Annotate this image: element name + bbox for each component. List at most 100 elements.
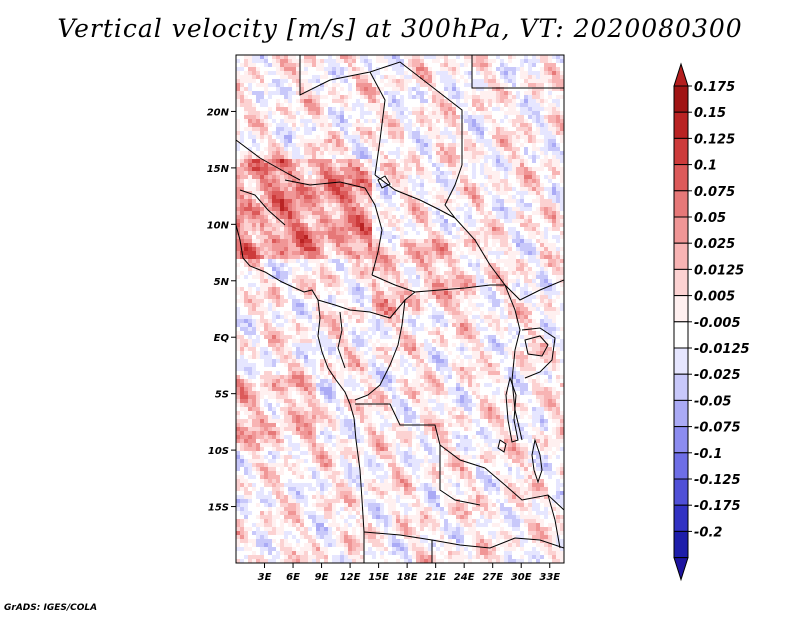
field-cell bbox=[520, 151, 524, 155]
field-cell bbox=[412, 219, 416, 223]
field-cell bbox=[324, 295, 328, 299]
field-cell bbox=[440, 191, 444, 195]
field-cell bbox=[384, 71, 388, 75]
field-cell bbox=[420, 155, 424, 159]
field-cell bbox=[376, 59, 380, 63]
field-cell bbox=[268, 255, 272, 259]
field-cell bbox=[296, 171, 300, 175]
field-cell bbox=[236, 187, 240, 191]
field-cell bbox=[276, 199, 280, 203]
field-cell bbox=[304, 67, 308, 71]
field-cell bbox=[420, 191, 424, 195]
field-cell bbox=[512, 119, 516, 123]
field-cell bbox=[252, 195, 256, 199]
field-cell bbox=[552, 247, 556, 251]
field-cell bbox=[248, 207, 252, 211]
field-cell bbox=[432, 139, 436, 143]
field-cell bbox=[508, 155, 512, 159]
field-cell bbox=[288, 119, 292, 123]
field-cell bbox=[436, 131, 440, 135]
field-cell bbox=[472, 187, 476, 191]
field-cell bbox=[292, 231, 296, 235]
field-cell bbox=[512, 291, 516, 295]
field-cell bbox=[248, 235, 252, 239]
field-cell bbox=[520, 179, 524, 183]
field-cell bbox=[268, 251, 272, 255]
field-cell bbox=[272, 263, 276, 267]
field-cell bbox=[432, 175, 436, 179]
field-cell bbox=[512, 127, 516, 131]
field-cell bbox=[356, 71, 360, 75]
field-cell bbox=[268, 75, 272, 79]
field-cell bbox=[260, 291, 264, 295]
field-cell bbox=[312, 283, 316, 287]
field-cell bbox=[360, 259, 364, 263]
field-cell bbox=[276, 75, 280, 79]
field-cell bbox=[548, 127, 552, 131]
field-cell bbox=[444, 79, 448, 83]
field-cell bbox=[488, 147, 492, 151]
field-cell bbox=[260, 103, 264, 107]
field-cell bbox=[544, 127, 548, 131]
field-cell bbox=[536, 203, 540, 207]
field-cell bbox=[464, 159, 468, 163]
field-cell bbox=[440, 131, 444, 135]
field-cell bbox=[544, 207, 548, 211]
field-cell bbox=[420, 195, 424, 199]
field-cell bbox=[372, 75, 376, 79]
field-cell bbox=[476, 195, 480, 199]
field-cell bbox=[244, 99, 248, 103]
field-cell bbox=[440, 159, 444, 163]
field-cell bbox=[560, 231, 564, 235]
field-cell bbox=[500, 267, 504, 271]
field-cell bbox=[380, 203, 384, 207]
field-cell bbox=[400, 159, 404, 163]
field-cell bbox=[488, 75, 492, 79]
field-cell bbox=[332, 219, 336, 223]
field-cell bbox=[312, 75, 316, 79]
field-cell bbox=[396, 259, 400, 263]
field-cell bbox=[472, 91, 476, 95]
field-cell bbox=[292, 135, 296, 139]
field-cell bbox=[492, 263, 496, 267]
field-cell bbox=[488, 151, 492, 155]
field-cell bbox=[552, 235, 556, 239]
field-cell bbox=[516, 207, 520, 211]
field-cell bbox=[320, 111, 324, 115]
field-cell bbox=[544, 267, 548, 271]
field-cell bbox=[360, 127, 364, 131]
field-cell bbox=[400, 135, 404, 139]
field-cell bbox=[488, 187, 492, 191]
field-cell bbox=[476, 59, 480, 63]
field-cell bbox=[464, 263, 468, 267]
field-cell bbox=[428, 79, 432, 83]
field-cell bbox=[372, 155, 376, 159]
field-cell bbox=[464, 215, 468, 219]
field-cell bbox=[368, 199, 372, 203]
field-cell bbox=[316, 179, 320, 183]
field-cell bbox=[272, 95, 276, 99]
field-cell bbox=[556, 179, 560, 183]
field-cell bbox=[384, 255, 388, 259]
field-cell bbox=[296, 91, 300, 95]
field-cell bbox=[432, 59, 436, 63]
field-cell bbox=[464, 287, 468, 291]
field-cell bbox=[428, 155, 432, 159]
field-cell bbox=[312, 163, 316, 167]
field-cell bbox=[500, 275, 504, 279]
field-cell bbox=[252, 71, 256, 75]
field-cell bbox=[532, 251, 536, 255]
field-cell bbox=[428, 263, 432, 267]
field-cell bbox=[408, 287, 412, 291]
field-cell bbox=[284, 187, 288, 191]
field-cell bbox=[300, 195, 304, 199]
field-cell bbox=[236, 251, 240, 255]
field-cell bbox=[304, 63, 308, 67]
field-cell bbox=[500, 167, 504, 171]
field-cell bbox=[396, 87, 400, 91]
field-cell bbox=[332, 59, 336, 63]
field-cell bbox=[436, 87, 440, 91]
field-cell bbox=[324, 275, 328, 279]
field-cell bbox=[260, 183, 264, 187]
field-cell bbox=[528, 183, 532, 187]
